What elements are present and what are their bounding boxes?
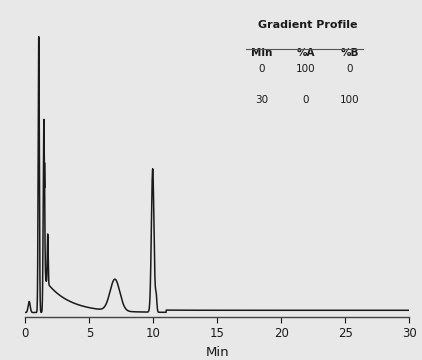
Text: 0: 0	[303, 95, 309, 105]
X-axis label: Min: Min	[206, 346, 229, 359]
Text: %B: %B	[341, 48, 359, 58]
Text: 0: 0	[346, 64, 353, 75]
Text: Min: Min	[251, 48, 272, 58]
Text: 100: 100	[296, 64, 316, 75]
Text: 30: 30	[255, 95, 268, 105]
Text: 0: 0	[258, 64, 265, 75]
Text: Gradient Profile: Gradient Profile	[258, 20, 357, 30]
Text: %A: %A	[296, 48, 315, 58]
Text: 100: 100	[340, 95, 360, 105]
